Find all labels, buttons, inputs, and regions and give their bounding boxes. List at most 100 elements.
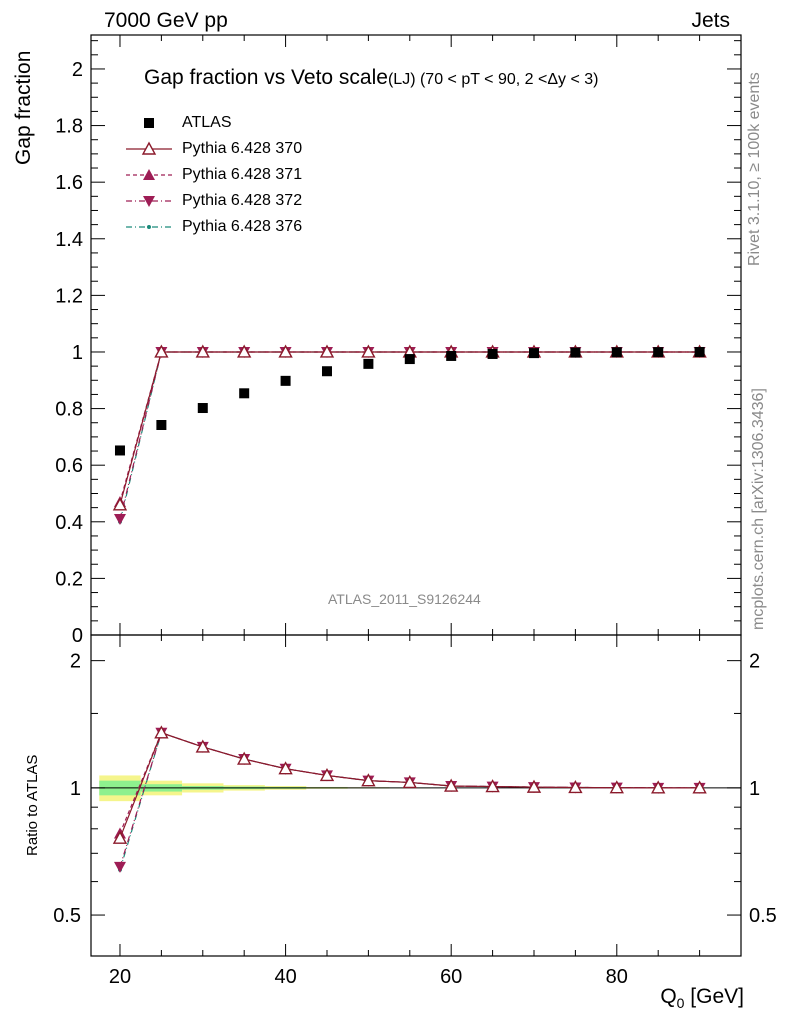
top-pythia-6-428-370-point	[112, 497, 128, 511]
legend-label: Pythia 6.428 372	[182, 192, 303, 209]
ratio-pythia-6-428-370-point	[402, 774, 417, 789]
y-tick-label-top: 0.4	[55, 512, 83, 534]
top-pythia-6-428-370-line	[119, 351, 700, 505]
top-atlas-point	[446, 350, 457, 361]
legend-square-icon	[144, 118, 154, 128]
y-tick-label-bottom: 1	[70, 778, 81, 800]
ratio-pythia-6-428-370-point	[361, 773, 376, 787]
y-tick-label-top: 2	[72, 59, 83, 81]
top-atlas-point	[487, 348, 498, 359]
x-axis-label-unit: [GeV]	[684, 985, 744, 1008]
y-tick-label-top: 0.2	[55, 568, 83, 590]
y-tick-label-bottom-right: 2	[749, 651, 760, 673]
top-pythia-6-428-370-point	[154, 344, 169, 358]
legend-label: Pythia 6.428 371	[182, 166, 303, 183]
ratio-pythia-6-428-372-line	[119, 732, 700, 868]
y-tick-label-top: 0.8	[55, 399, 83, 421]
ratio-pythia-6-428-370-point	[195, 739, 210, 753]
energy-label: 7000 GeV pp	[104, 9, 228, 32]
x-tick-label: 80	[606, 966, 628, 988]
y-tick-label-top: 1.2	[55, 285, 83, 307]
top-atlas-point	[653, 347, 664, 358]
bottom-plot-frame	[90, 634, 742, 957]
top-pythia-6-428-370-point	[278, 344, 293, 358]
y-axis-label-bottom: Ratio to ATLAS	[24, 754, 41, 856]
top-pythia-6-428-372-point	[113, 513, 126, 525]
y-tick-label-bottom: 0.5	[53, 905, 81, 927]
y-tick-label-top: 0.6	[55, 455, 83, 477]
y-tick-label-bottom-right: 0.5	[749, 905, 777, 927]
category-label: Jets	[691, 9, 730, 32]
x-tick-label: 20	[109, 966, 131, 988]
y-tick-label-bottom-right: 1	[749, 778, 760, 800]
legend-item-376: Pythia 6.428 376	[122, 215, 302, 239]
top-atlas-point	[321, 366, 332, 377]
title-main: Gap fraction vs Veto scale	[144, 66, 388, 89]
ratio-pythia-6-428-370-point	[692, 780, 707, 794]
legend-item-371: Pythia 6.428 371	[122, 163, 302, 187]
y-tick-label-top: 1.6	[55, 172, 83, 194]
ratio-pythia-6-428-370-point	[526, 779, 542, 793]
ratio-pythia-6-428-370-point	[485, 779, 500, 793]
top-atlas-point	[570, 347, 581, 358]
legend-triangle-down-icon	[126, 196, 172, 207]
legend-label: Pythia 6.428 370	[182, 140, 303, 157]
top-atlas-point	[694, 346, 705, 357]
top-atlas-point	[404, 354, 415, 365]
top-pythia-6-428-376-line	[119, 351, 700, 522]
ratio-pythia-6-428-370-point	[651, 780, 666, 794]
series-layer	[112, 344, 707, 873]
top-atlas-point	[114, 445, 125, 456]
top-pythia-6-428-370-point	[195, 344, 210, 358]
analysis-watermark: ATLAS_2011_S9126244	[328, 591, 481, 607]
top-pythia-6-428-370-point	[237, 344, 252, 358]
rivet-label: Rivet 3.1.10, ≥ 100k events	[746, 72, 763, 266]
ratio-pythia-6-428-370-point	[609, 780, 624, 794]
top-atlas-point	[363, 358, 374, 369]
top-atlas-point	[239, 388, 250, 399]
y-tick-label-bottom: 2	[70, 651, 81, 673]
title-sub: (LJ) (70 < pT < 90, 2 <Δy < 3)	[387, 71, 599, 88]
top-pythia-6-428-370-point	[361, 344, 376, 358]
top-pythia-6-428-370-point	[319, 344, 335, 358]
chart-title: Gap fraction vs Veto scale(LJ) (70 < pT …	[144, 66, 598, 90]
y-axis-label-top: Gap fraction	[12, 50, 35, 165]
x-axis-label-sub: 0	[676, 995, 685, 1012]
ratio-pythia-6-428-370-point	[319, 767, 335, 782]
top-atlas-point	[280, 375, 291, 386]
legend-label: Pythia 6.428 376	[182, 218, 303, 235]
x-tick-label: 60	[440, 966, 462, 988]
ratio-pythia-6-428-370-point	[154, 725, 169, 739]
y-tick-label-top: 1	[72, 342, 83, 364]
y-tick-label-top: 1.8	[55, 116, 83, 138]
legend-triangle-up-icon	[126, 169, 172, 180]
x-axis-label: Q0 [GeV]	[660, 985, 744, 1011]
y-tick-label-top: 1.4	[55, 229, 83, 251]
ratio-pythia-6-428-370-point	[237, 751, 252, 765]
legend-open-triangle-icon	[126, 141, 172, 155]
legend-dot-icon	[126, 225, 172, 229]
y-tick-label-top: 0	[72, 625, 83, 647]
legend-item-370: Pythia 6.428 370	[122, 137, 302, 161]
ratio-pythia-6-428-370-point	[568, 780, 583, 794]
x-tick-label: 40	[274, 966, 296, 988]
top-atlas-point	[197, 403, 208, 414]
top-atlas-point	[611, 347, 622, 358]
ratio-pythia-6-428-370-point	[112, 830, 128, 844]
top-atlas-point	[156, 420, 167, 430]
ratio-pythia-6-428-370-point	[444, 778, 459, 792]
top-pythia-6-428-372-line	[119, 351, 700, 520]
mcplots-label: mcplots.cern.ch [arXiv:1306.3436]	[750, 388, 767, 630]
ratio-pythia-6-428-372-point	[113, 861, 126, 873]
top-pythia-6-428-371-line	[119, 351, 700, 503]
tick-labels: 20 40 60 80 0 0.2 0.4 0.6 0.8 1 1.2 1.4 1.6 1.8 2 0.5 0.…	[53, 59, 777, 988]
x-axis-label-main: Q	[660, 985, 677, 1008]
ratio-pythia-6-428-370-point	[278, 761, 293, 775]
axis-ticks	[91, 35, 742, 957]
legend-item-372: Pythia 6.428 372	[122, 189, 302, 213]
top-atlas-point	[528, 348, 539, 359]
legend-label: ATLAS	[182, 114, 232, 131]
legend-item-atlas: ATLAS	[122, 111, 232, 135]
ratio-pythia-6-428-376-line	[119, 732, 700, 870]
